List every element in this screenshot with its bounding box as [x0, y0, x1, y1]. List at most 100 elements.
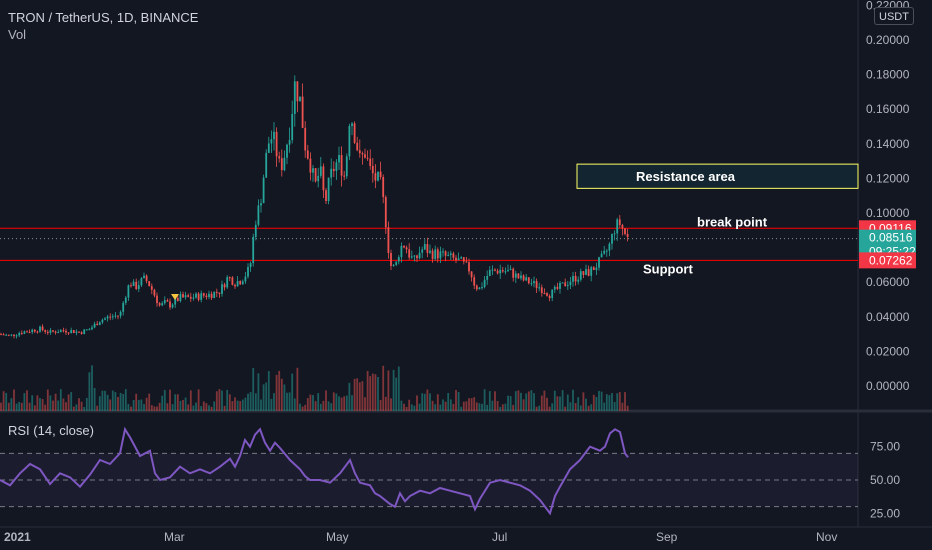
volume-bar [616, 393, 619, 411]
volume-bar [23, 393, 26, 411]
volume-bar [366, 370, 369, 411]
candle-body [62, 330, 65, 332]
price-axis-tick: 0.06000 [866, 275, 910, 289]
candle-body [325, 190, 327, 202]
candle-body [582, 271, 585, 275]
candle-body [572, 275, 574, 282]
volume-bar [163, 389, 166, 411]
volume-bar [452, 403, 455, 411]
candle-body [338, 155, 340, 163]
volume-bar [397, 366, 400, 411]
candle-body [301, 96, 304, 128]
volume-bar [538, 405, 541, 411]
candle-body [93, 323, 96, 328]
volume-bar [291, 373, 294, 411]
candle-body [18, 333, 21, 336]
volume-bar [143, 404, 145, 411]
candle-body [564, 282, 567, 287]
volume-bar [418, 403, 421, 411]
volume-bar [379, 399, 382, 411]
volume-bar [483, 389, 486, 411]
volume-bar [423, 393, 426, 411]
volume-bar [208, 405, 210, 411]
candle-body [369, 158, 372, 166]
volume-bar [392, 369, 395, 411]
volume-bar [239, 401, 242, 411]
volume-bar [195, 402, 197, 411]
candle-body [514, 273, 517, 278]
candle-body [122, 302, 125, 312]
candle-body [408, 249, 411, 258]
candle-body [613, 233, 616, 235]
break-point-label: break point [697, 214, 768, 229]
volume-bar [460, 406, 463, 411]
volume-bar [325, 390, 327, 411]
volume-bar [223, 405, 226, 411]
candle-body [119, 311, 122, 316]
volume-indicator-label[interactable]: Vol [8, 27, 27, 42]
candle-body [7, 334, 10, 336]
candle-body [332, 168, 335, 171]
candle-body [20, 333, 23, 335]
volume-bar [332, 392, 335, 411]
candle-body [59, 330, 62, 333]
volume-bar [153, 406, 156, 411]
candle-body [33, 329, 36, 332]
candle-body [137, 285, 140, 289]
candle-body [548, 295, 551, 299]
candle-body [481, 287, 483, 289]
candle-body [374, 173, 377, 181]
volume-bar [46, 389, 49, 411]
volume-bar [104, 390, 106, 411]
candle-body [249, 263, 252, 268]
volume-bar [390, 398, 392, 411]
candle-body [205, 295, 208, 298]
candle-body [143, 275, 145, 279]
volume-bar [577, 397, 580, 411]
rsi-legend[interactable]: RSI (14, close) [8, 423, 94, 438]
symbol-title[interactable]: TRON / TetherUS, 1D, BINANCE [8, 10, 199, 25]
volume-bar [405, 406, 408, 411]
candle-body [390, 253, 392, 266]
candle-body [418, 252, 421, 259]
candle-body [221, 284, 223, 294]
candle-body [254, 224, 257, 237]
volume-bar [319, 403, 322, 411]
volume-bar [457, 392, 460, 411]
volume-bar [161, 395, 164, 411]
candle-body [23, 331, 26, 334]
volume-bar [262, 384, 265, 411]
candle-body [75, 331, 78, 333]
volume-bar [512, 404, 515, 411]
volume-bar [5, 392, 8, 411]
price-axis-tick: 0.20000 [866, 33, 910, 47]
candle-body [478, 287, 481, 290]
candle-body [473, 277, 476, 286]
candle-body [67, 332, 70, 334]
volume-bar [369, 376, 372, 411]
volume-bar [158, 402, 161, 411]
candle-body [353, 123, 356, 143]
support-price-badge: 0.07262 [859, 252, 916, 269]
candle-body [140, 278, 143, 286]
candle-body [208, 293, 210, 298]
volume-bar [429, 393, 431, 411]
candle-body [488, 269, 491, 276]
volume-bar [356, 378, 359, 411]
candle-body [618, 219, 621, 225]
volume-bar [447, 392, 450, 411]
candle-body [561, 282, 564, 284]
candle-body [345, 156, 348, 177]
volume-bar [179, 400, 182, 411]
candle-body [145, 275, 148, 282]
candle-body [91, 327, 93, 330]
candle-body [78, 331, 80, 333]
support-label: Support [643, 261, 693, 276]
candle-body [436, 249, 439, 259]
currency-button[interactable]: USDT [874, 7, 914, 25]
candle-body [395, 261, 398, 265]
candle-body [26, 331, 28, 333]
candle-body [455, 257, 457, 261]
